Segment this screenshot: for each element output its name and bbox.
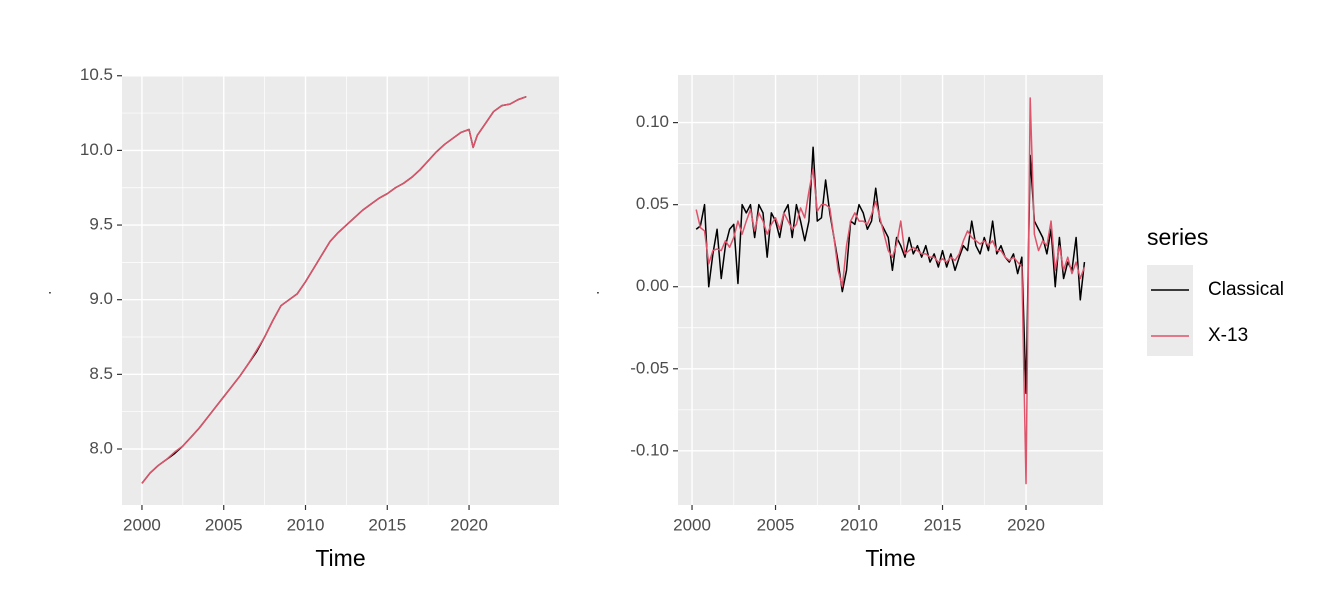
y-axis-title: . [48,281,52,297]
y-tick-label: 0.00 [636,276,669,295]
x-tick-label: 2005 [757,515,795,534]
y-tick-label: -0.05 [630,358,669,377]
series-line [141,95,527,484]
y-tick-label: 8.0 [89,438,113,457]
panel-background [678,75,1103,505]
x-tick-label: 2015 [368,515,406,534]
x-axis-title: Time [315,545,365,571]
legend-key-background [1147,265,1193,356]
x-axis-title: Time [865,545,915,571]
legend-title: series [1147,224,1208,250]
y-tick-label: -0.10 [630,440,669,459]
x-tick-label: 2010 [287,515,325,534]
y-tick-label: 0.05 [636,194,669,213]
y-tick-label: 8.5 [89,364,113,383]
x-tick-label: 2000 [123,515,161,534]
x-tick-label: 2020 [1007,515,1045,534]
y-axis-title: . [596,281,600,297]
y-tick-label: 9.5 [89,215,113,234]
y-tick-label: 9.0 [89,289,113,308]
x-tick-label: 2020 [450,515,488,534]
x-tick-label: 2000 [673,515,711,534]
series-line [695,97,1086,485]
x-tick-label: 2005 [205,515,243,534]
y-tick-label: 10.0 [80,140,113,159]
x-tick-label: 2015 [924,515,962,534]
legend-label: X-13 [1208,325,1248,346]
x-tick-label: 2010 [840,515,878,534]
y-tick-label: 10.5 [80,65,113,84]
legend-label: Classical [1208,279,1284,300]
y-tick-label: 0.10 [636,112,669,131]
